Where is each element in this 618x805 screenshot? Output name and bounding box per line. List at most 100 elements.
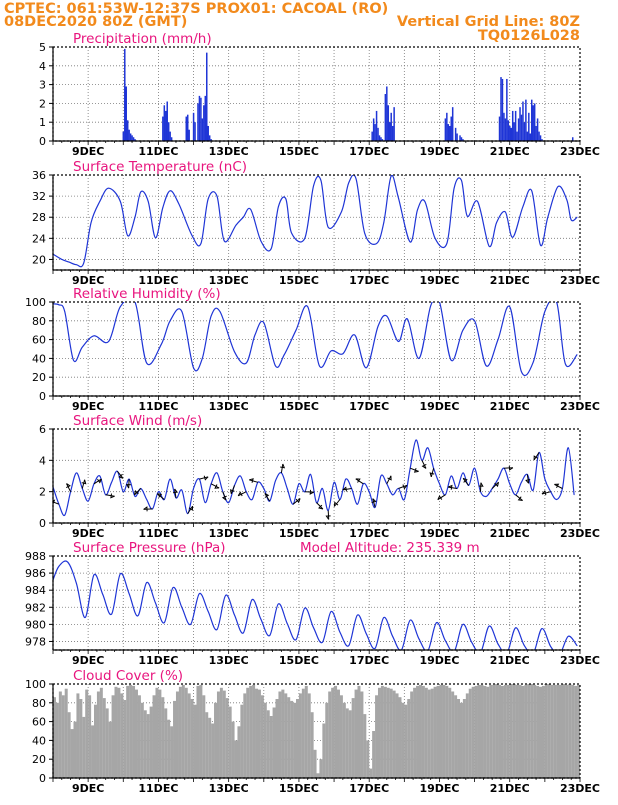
cloud-column bbox=[153, 695, 156, 778]
cloud-column bbox=[232, 722, 235, 778]
cloud-column bbox=[305, 686, 308, 778]
y-tick-label: 100 bbox=[25, 678, 46, 691]
cloud-column bbox=[560, 685, 563, 778]
cloud-column bbox=[106, 708, 109, 778]
rh-point bbox=[533, 362, 534, 363]
cloud-column bbox=[489, 685, 492, 778]
precip-bar bbox=[392, 126, 394, 141]
wind-point bbox=[533, 490, 534, 491]
rh-point bbox=[486, 366, 487, 367]
cloud-column bbox=[483, 686, 486, 778]
pres-point bbox=[445, 640, 446, 641]
cloud-column bbox=[185, 688, 188, 778]
precip-bar bbox=[506, 79, 508, 141]
temp-point bbox=[155, 237, 156, 238]
cloud-column bbox=[513, 684, 516, 778]
temp-point bbox=[108, 188, 109, 189]
panel-subtitle: Model Altitude: 235.339 m bbox=[300, 540, 480, 556]
rh-point bbox=[73, 360, 74, 361]
cloud-column bbox=[381, 686, 384, 778]
wind-point bbox=[228, 502, 229, 503]
cloud-column bbox=[176, 692, 179, 779]
precip-bar bbox=[165, 111, 167, 141]
cloud-column bbox=[94, 705, 97, 778]
cloud-column bbox=[551, 685, 554, 778]
pres-point bbox=[419, 639, 420, 640]
cloud-column bbox=[460, 703, 463, 778]
precip-bar bbox=[169, 132, 171, 141]
precip-bar bbox=[537, 118, 539, 141]
pres-point bbox=[76, 583, 77, 584]
temp-point bbox=[376, 243, 377, 244]
temp-point bbox=[531, 190, 532, 191]
precip-bar bbox=[202, 118, 204, 141]
precip-bar bbox=[448, 124, 450, 141]
rh-point bbox=[211, 316, 212, 317]
cloud-column bbox=[521, 686, 524, 778]
cloud-column bbox=[390, 689, 393, 778]
temp-point bbox=[224, 241, 225, 242]
pres-point bbox=[155, 603, 156, 604]
precip-bar bbox=[393, 107, 395, 141]
x-tick-label: 17DEC bbox=[349, 782, 389, 795]
wind-point bbox=[416, 440, 417, 441]
y-tick-label: 60 bbox=[32, 716, 46, 729]
temp-point bbox=[135, 217, 136, 218]
temp-point bbox=[496, 222, 497, 223]
wind-point bbox=[451, 476, 452, 477]
x-tick-label: 19DEC bbox=[419, 654, 459, 667]
precip-bar bbox=[518, 118, 520, 141]
cloud-column bbox=[516, 685, 519, 778]
x-tick-label: 19DEC bbox=[419, 274, 459, 287]
cloud-column bbox=[562, 684, 565, 778]
rh-point bbox=[296, 330, 297, 331]
temp-point bbox=[278, 206, 279, 207]
wind-point bbox=[568, 447, 569, 448]
cloud-column bbox=[451, 692, 454, 779]
temp-point bbox=[540, 245, 541, 246]
rh-point bbox=[577, 354, 578, 355]
cloud-column bbox=[205, 712, 208, 778]
x-tick-label: 15DEC bbox=[279, 145, 319, 158]
x-tick-label: 17DEC bbox=[349, 274, 389, 287]
temp-point bbox=[571, 220, 572, 221]
wind-point bbox=[217, 473, 218, 474]
cloud-column bbox=[68, 712, 71, 778]
wind-point bbox=[76, 473, 77, 474]
temp-point bbox=[577, 217, 578, 218]
pres-point bbox=[269, 635, 270, 636]
cloud-column bbox=[340, 695, 343, 778]
cloud-column bbox=[249, 686, 252, 778]
cloud-column bbox=[486, 687, 489, 778]
y-tick-label: 80 bbox=[32, 697, 46, 710]
y-tick-label: 0 bbox=[39, 390, 46, 403]
cloud-column bbox=[214, 703, 217, 778]
y-tick-label: 80 bbox=[32, 315, 46, 328]
precip-bar bbox=[525, 100, 527, 141]
rh-point bbox=[343, 353, 344, 354]
rh-point bbox=[108, 341, 109, 342]
pres-point bbox=[463, 624, 464, 625]
cloud-column bbox=[375, 695, 378, 778]
precip-bar bbox=[186, 117, 188, 141]
precip-bar bbox=[197, 103, 199, 141]
cloud-column bbox=[103, 698, 106, 778]
cloud-column bbox=[73, 722, 76, 778]
temp-point bbox=[217, 196, 218, 197]
wind-point bbox=[310, 474, 311, 475]
pres-point bbox=[173, 587, 174, 588]
cloud-column bbox=[439, 685, 442, 778]
cloud-column bbox=[147, 714, 150, 778]
y-tick-label: 6 bbox=[39, 423, 46, 436]
panel-title: Surface Temperature (nC) bbox=[73, 159, 247, 175]
cloud-column bbox=[123, 700, 126, 778]
cloud-column bbox=[273, 708, 276, 779]
x-tick-label: 15DEC bbox=[279, 527, 319, 540]
temp-point bbox=[398, 198, 399, 199]
x-tick-label: 15DEC bbox=[279, 400, 319, 413]
wind-point bbox=[263, 488, 264, 489]
precip-bar bbox=[373, 118, 375, 141]
rh-point bbox=[386, 316, 387, 317]
cloud-column bbox=[135, 690, 138, 778]
temp-point bbox=[467, 216, 468, 217]
